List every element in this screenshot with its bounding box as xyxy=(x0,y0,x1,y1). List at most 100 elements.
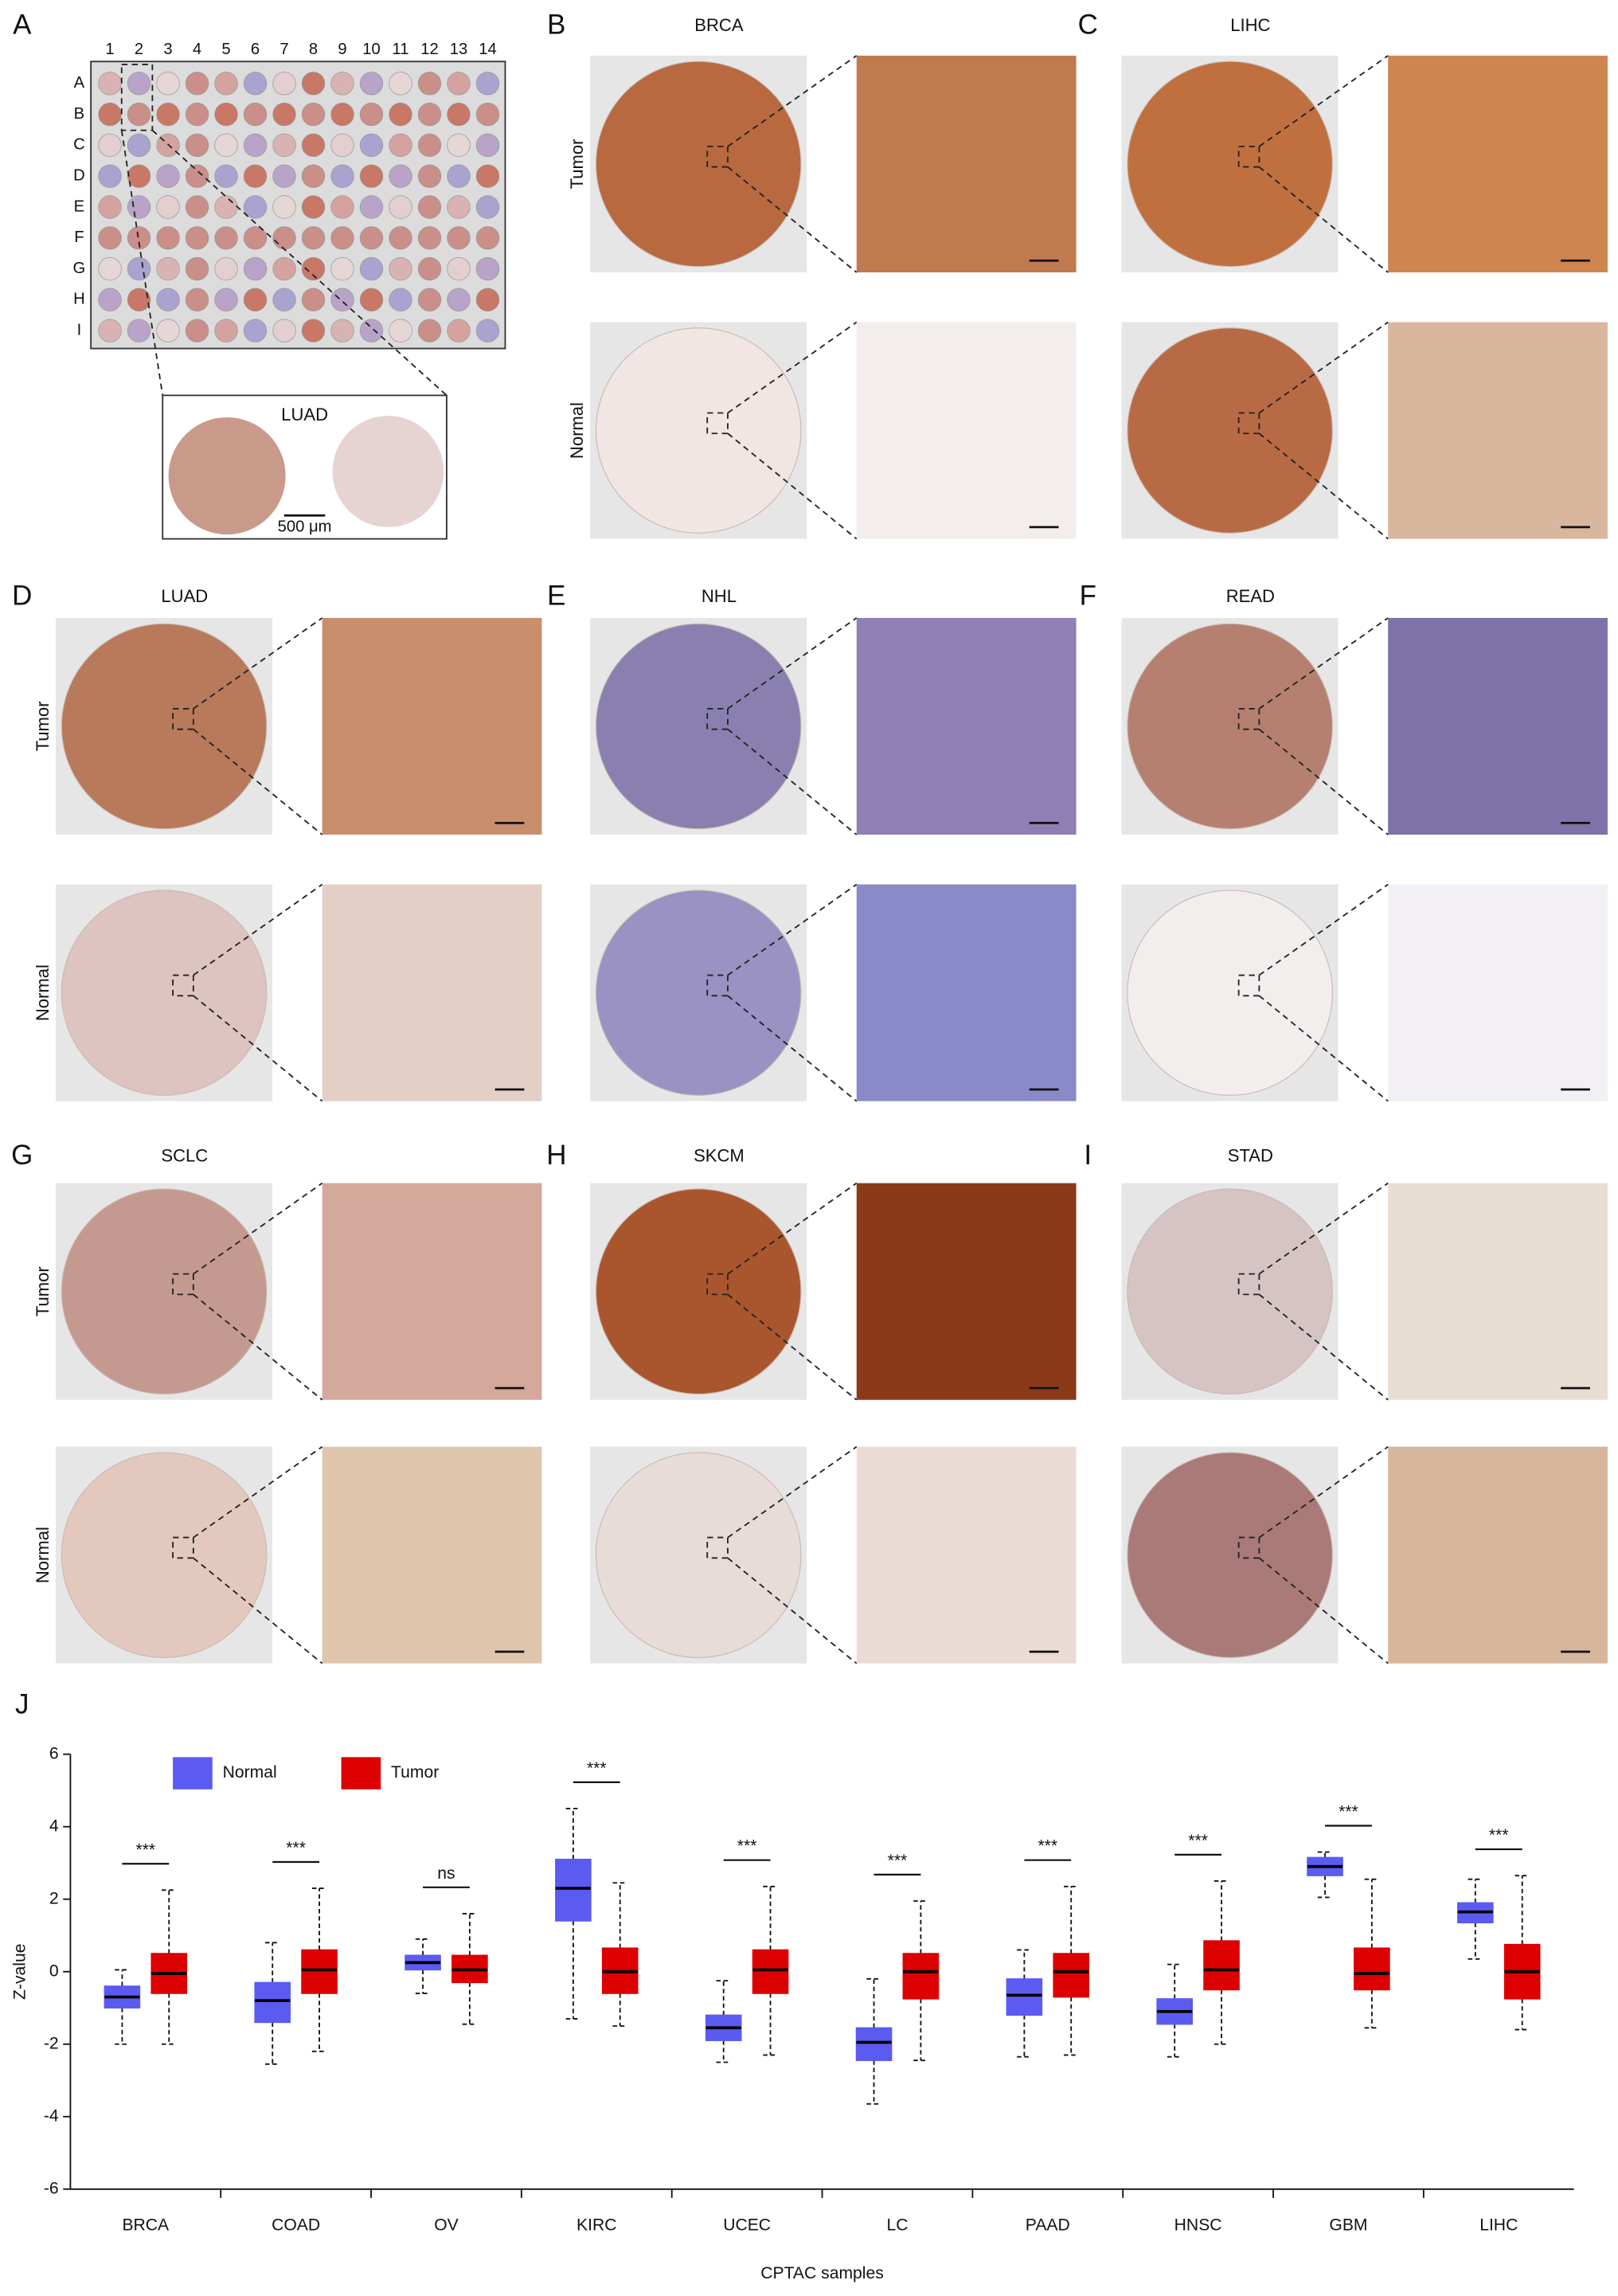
plate-column-label: 5 xyxy=(221,41,230,58)
plate-column-label: 11 xyxy=(393,41,409,58)
x-tick-label: LC xyxy=(886,2216,908,2234)
tissue-core xyxy=(98,133,122,158)
zoom-line xyxy=(1258,1182,1389,1275)
scale-bar-label: 500 μm xyxy=(278,518,332,535)
box xyxy=(1006,1978,1043,2016)
plate-column-label: 12 xyxy=(420,41,439,58)
x-tick-label: COAD xyxy=(272,2216,320,2234)
tissue-core xyxy=(475,256,500,281)
zoom-line xyxy=(151,129,447,397)
tissue-core xyxy=(301,102,326,127)
tissue-core xyxy=(127,133,151,158)
region-box xyxy=(1237,974,1260,997)
tissue-core xyxy=(330,72,354,96)
tissue-core xyxy=(359,319,384,342)
tissue-core xyxy=(595,327,802,534)
tissue-core xyxy=(214,72,238,96)
zoom-image xyxy=(322,1183,542,1400)
plate-column-label: 4 xyxy=(193,41,201,58)
whisker-high xyxy=(415,1938,431,1956)
plate-column-label: 3 xyxy=(163,41,172,58)
tissue-core xyxy=(359,72,384,96)
panel-title: STAD xyxy=(1228,1145,1273,1165)
plate-column-label: 2 xyxy=(135,41,143,58)
significance-label: *** xyxy=(737,1837,757,1856)
zoom-line xyxy=(1258,617,1389,710)
region-box xyxy=(172,707,194,730)
tissue-core xyxy=(98,256,122,281)
tissue-core xyxy=(447,72,471,96)
tissue-core xyxy=(359,226,384,250)
plate-row-label: C xyxy=(73,136,85,154)
whisker-high xyxy=(913,1900,928,1954)
whisker-high xyxy=(1064,1885,1079,1954)
zoom-line xyxy=(727,1293,858,1401)
significance-label: *** xyxy=(1038,1837,1057,1856)
whisker-high xyxy=(1214,1880,1229,1942)
region-box xyxy=(1237,412,1260,435)
plate-column-label: 13 xyxy=(450,41,467,58)
tissue-core xyxy=(595,61,802,268)
tissue-core xyxy=(389,287,412,312)
tissue-core xyxy=(475,195,500,219)
tissue-core xyxy=(417,287,442,312)
tissue-core xyxy=(359,102,384,127)
zoom-line xyxy=(193,1182,323,1275)
zoom-line xyxy=(727,55,858,147)
tissue-core xyxy=(127,256,151,281)
whisker-high xyxy=(311,1887,327,1950)
zoom-line xyxy=(193,728,323,835)
tissue-core xyxy=(156,319,180,342)
tissue-core xyxy=(214,287,238,312)
zoom-line xyxy=(193,995,323,1102)
box xyxy=(1053,1953,1090,1998)
whisker-low xyxy=(1514,1998,1530,2031)
zoom-line xyxy=(120,130,164,396)
plate-column-label: 1 xyxy=(105,41,114,58)
panel-title: SCLC xyxy=(161,1145,208,1165)
zoom-line xyxy=(193,1557,323,1664)
box xyxy=(855,2027,893,2061)
significance-label: *** xyxy=(888,1852,908,1870)
tissue-core xyxy=(359,195,384,219)
legend-swatch xyxy=(341,1757,381,1789)
plate-row-label: D xyxy=(73,167,85,185)
panel-title: READ xyxy=(1226,586,1275,606)
tissue-core xyxy=(98,164,122,188)
tissue-core xyxy=(330,226,354,250)
tissue-core xyxy=(243,256,268,281)
tissue-core xyxy=(156,195,180,219)
tissue-core xyxy=(214,133,238,158)
zoom-image xyxy=(856,1446,1077,1664)
tissue-core xyxy=(272,133,296,158)
whisker-high xyxy=(612,1882,627,1949)
row-label: Normal xyxy=(33,1527,53,1583)
zoom-image xyxy=(856,1183,1077,1400)
plate-column-label: 6 xyxy=(251,41,260,58)
whisker-high xyxy=(1364,1878,1380,1949)
panel-letter: E xyxy=(547,580,565,611)
tissue-core xyxy=(301,195,326,219)
row-label: Normal xyxy=(33,964,53,1021)
tissue-core xyxy=(185,72,209,96)
tissue-core xyxy=(214,164,238,188)
x-tick-label: HNSC xyxy=(1174,2216,1222,2234)
legend-swatch xyxy=(173,1757,213,1789)
tissue-core xyxy=(389,319,412,342)
tissue-core xyxy=(272,287,296,312)
tissue-core xyxy=(243,226,268,250)
tissue-core xyxy=(168,417,286,535)
tissue-core xyxy=(330,287,354,312)
tissue-core xyxy=(1127,327,1333,534)
panel-letter: D xyxy=(12,580,32,611)
tissue-core xyxy=(301,256,326,281)
whisker-low xyxy=(1214,1989,1229,2045)
tissue-core xyxy=(475,226,500,250)
zoom-image xyxy=(322,884,542,1101)
zoom-line xyxy=(1258,432,1389,540)
significance-label: *** xyxy=(1489,1826,1509,1844)
whisker-high xyxy=(1017,1949,1032,1979)
zoom-line xyxy=(727,1557,858,1664)
tissue-core xyxy=(330,133,354,158)
